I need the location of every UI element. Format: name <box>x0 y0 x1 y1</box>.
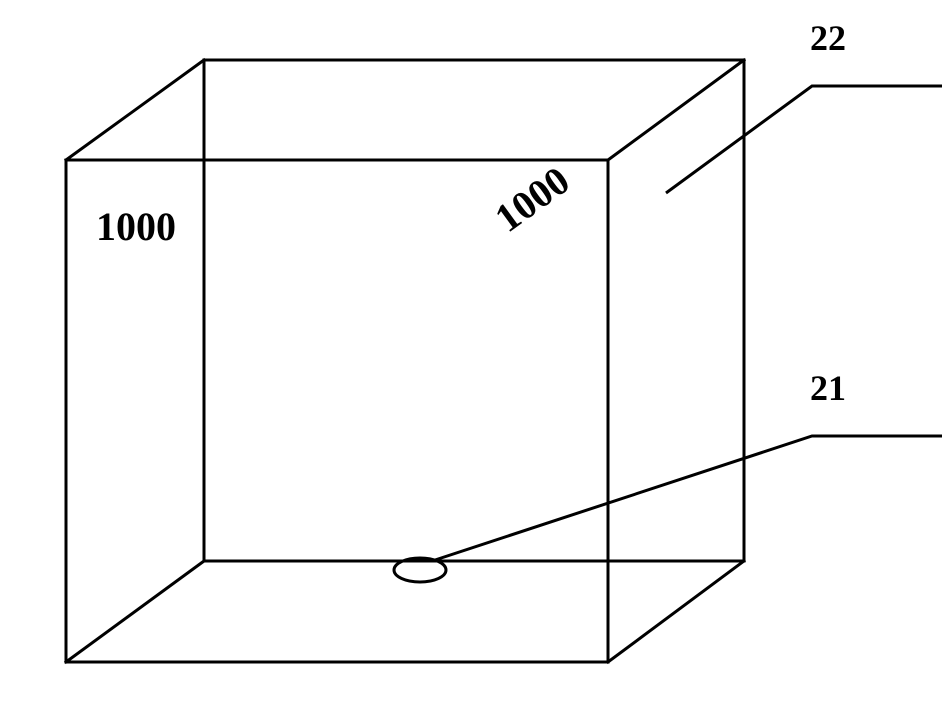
callout-21-leader <box>432 436 942 561</box>
cube-edge-bl <box>66 561 204 662</box>
dim-right-1000: 1000 <box>486 157 577 240</box>
cube-edge-tr <box>608 60 744 160</box>
callout-21-label: 21 <box>810 368 846 408</box>
callout-22-leader <box>666 86 942 193</box>
dim-left-1000: 1000 <box>96 204 176 249</box>
cube-edge-br <box>608 561 744 662</box>
callout-22-label: 22 <box>810 18 846 58</box>
cube-edge-tl <box>66 60 204 160</box>
